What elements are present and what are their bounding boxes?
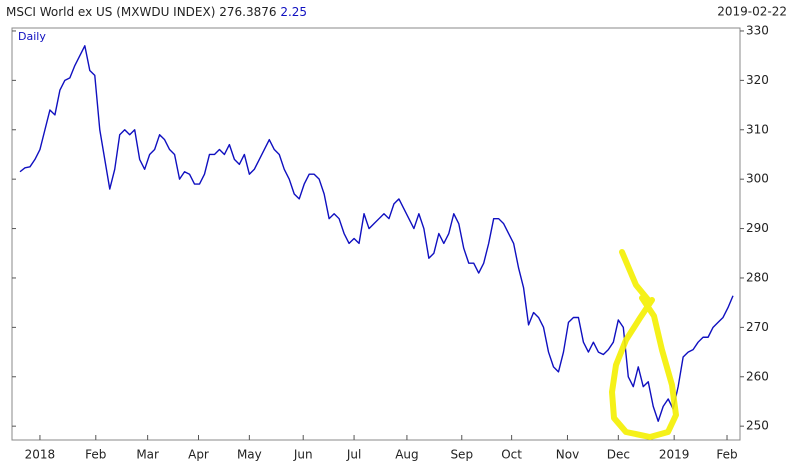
chart-title: MSCI World ex US (MXWDU INDEX) <box>6 5 215 19</box>
x-tick-label: Sep <box>450 448 473 462</box>
x-tick-label: Feb <box>716 448 737 462</box>
y-tick-label: 310 <box>746 122 769 136</box>
plot-frame <box>11 27 741 441</box>
y-tick-label: 270 <box>746 320 769 334</box>
period-label: Daily <box>18 30 46 43</box>
x-tick-label: Jul <box>346 448 361 462</box>
x-tick-label: Dec <box>607 448 630 462</box>
x-tick-label: Jun <box>293 448 313 462</box>
y-tick-label: 330 <box>746 23 769 37</box>
last-value: 276.3876 <box>219 5 276 19</box>
y-tick-label: 300 <box>746 172 769 186</box>
x-tick-label: Oct <box>501 448 522 462</box>
price-line <box>19 45 734 422</box>
change: 2.25 <box>280 5 307 19</box>
x-tick-label: Mar <box>136 448 159 462</box>
chart-title-line: MSCI World ex US (MXWDU INDEX) 276.3876 … <box>6 5 307 19</box>
y-tick-label: 260 <box>746 369 769 383</box>
x-tick-label: Aug <box>395 448 418 462</box>
highlight-scribble <box>609 249 679 440</box>
y-tick-label: 280 <box>746 270 769 284</box>
x-tick-label: 2018 <box>25 448 56 462</box>
y-tick-label: 320 <box>746 73 769 87</box>
x-tick-label: Feb <box>85 448 106 462</box>
y-tick-label: 290 <box>746 221 769 235</box>
y-tick-label: 250 <box>746 419 769 433</box>
x-tick-label: May <box>237 448 262 462</box>
x-tick-label: Apr <box>188 448 209 462</box>
x-tick-label: 2019 <box>659 448 690 462</box>
date: 2019-02-22 <box>717 5 787 19</box>
x-tick-label: Nov <box>556 448 579 462</box>
